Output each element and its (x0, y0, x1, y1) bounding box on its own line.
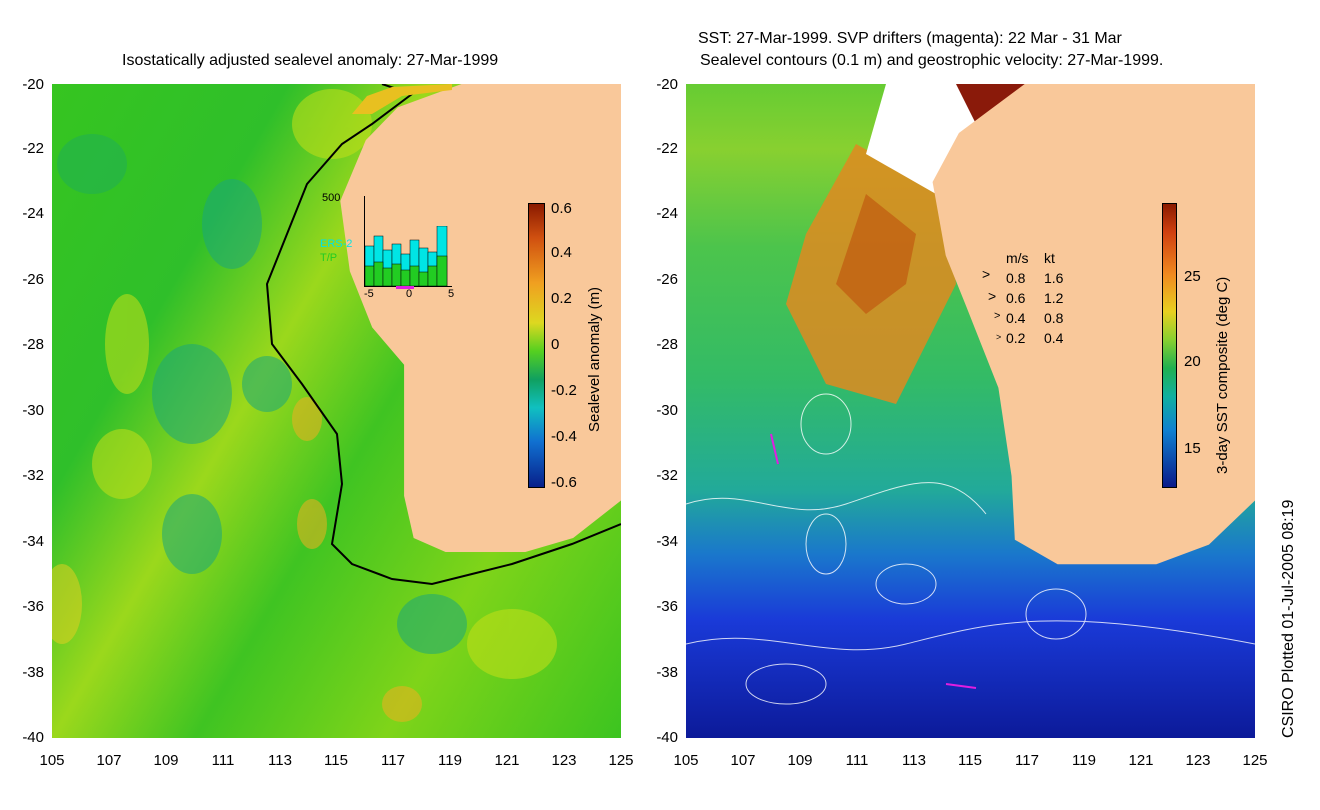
y-tick: -28 (22, 336, 44, 353)
left-map-title: Isostatically adjusted sealevel anomaly:… (122, 52, 499, 69)
sealevel-colorbar-tick: 0.4 (551, 244, 572, 261)
right-map-title-line1: SST: 27-Mar-1999. SVP drifters (magenta)… (698, 30, 1122, 47)
y-tick: -34 (656, 533, 678, 550)
y-tick: -32 (656, 467, 678, 484)
velocity-legend-ms: 0.2 (1006, 330, 1026, 346)
y-tick: -24 (656, 205, 678, 222)
y-tick: -26 (656, 271, 678, 288)
sealevel-colorbar-tick: 0 (551, 336, 560, 353)
arrow-icon: > (982, 266, 991, 282)
sealevel-colorbar (528, 203, 545, 488)
inset-tp-label: T/P (320, 252, 338, 264)
velocity-legend-kt: 0.4 (1044, 330, 1064, 346)
velocity-legend: m/s kt > 0.8 1.6 > 0.6 1.2 > 0.4 0.8 > 0… (982, 250, 1092, 350)
sealevel-colorbar-tick: -0.6 (551, 474, 577, 491)
x-tick: 113 (268, 752, 292, 769)
sealevel-anomaly-map (52, 84, 621, 738)
inset-xtick: 0 (406, 288, 413, 300)
sst-map (686, 84, 1255, 738)
sst-colorbar-tick: 15 (1184, 440, 1201, 457)
x-tick: 117 (1015, 752, 1039, 769)
y-tick: -36 (22, 598, 44, 615)
sst-colorbar-label: 3-day SST composite (deg C) (1214, 276, 1231, 474)
x-tick: 115 (958, 752, 982, 769)
velocity-legend-ms: 0.4 (1006, 310, 1026, 326)
inset-ers2-label: ERS-2 (320, 238, 353, 250)
y-tick: -22 (22, 140, 44, 157)
arrow-icon: > (996, 332, 1002, 342)
y-tick: -40 (22, 729, 44, 746)
x-tick: 113 (902, 752, 926, 769)
y-tick: -20 (22, 76, 44, 93)
y-tick: -32 (22, 467, 44, 484)
x-tick: 107 (96, 752, 122, 769)
x-tick: 121 (1128, 752, 1154, 769)
x-tick: 117 (381, 752, 405, 769)
velocity-legend-kt: 1.6 (1044, 270, 1064, 286)
x-tick: 109 (153, 752, 179, 769)
x-tick: 109 (787, 752, 813, 769)
y-tick: -38 (656, 664, 678, 681)
x-tick: 125 (608, 752, 634, 769)
y-tick: -30 (22, 402, 44, 419)
arrow-icon: > (994, 310, 1001, 322)
y-tick: -26 (22, 271, 44, 288)
x-tick: 123 (1185, 752, 1211, 769)
y-tick: -40 (656, 729, 678, 746)
sealevel-colorbar-tick: -0.4 (551, 428, 577, 445)
x-tick: 125 (1242, 752, 1268, 769)
data-count-inset: 500 ERS-2 T/P -5 0 5 (318, 190, 458, 310)
y-tick: -28 (656, 336, 678, 353)
y-tick: -36 (656, 598, 678, 615)
x-tick: 111 (845, 752, 869, 769)
y-tick: -22 (656, 140, 678, 157)
y-tick: -34 (22, 533, 44, 550)
y-tick: -30 (656, 402, 678, 419)
velocity-legend-ms: 0.6 (1006, 290, 1026, 306)
velocity-legend-header-ms: m/s (1006, 250, 1029, 266)
y-tick: -24 (22, 205, 44, 222)
x-tick: 123 (551, 752, 577, 769)
inset-xtick: 5 (448, 288, 455, 300)
x-tick: 105 (673, 752, 699, 769)
plot-credit: CSIRO Plotted 01-Jul-2005 08:19 (1280, 499, 1297, 738)
x-tick: 105 (39, 752, 65, 769)
y-tick: -20 (656, 76, 678, 93)
sealevel-colorbar-tick: -0.2 (551, 382, 577, 399)
sealevel-colorbar-label: Sealevel anomaly (m) (586, 286, 603, 432)
arrow-icon: > (988, 288, 997, 304)
velocity-legend-ms: 0.8 (1006, 270, 1026, 286)
x-tick: 119 (438, 752, 462, 769)
x-tick: 115 (324, 752, 348, 769)
x-tick: 119 (1072, 752, 1096, 769)
x-tick: 107 (730, 752, 756, 769)
inset-ymax-label: 500 (322, 192, 341, 204)
sst-colorbar (1162, 203, 1177, 488)
sealevel-colorbar-tick: 0.6 (551, 200, 572, 217)
sst-colorbar-tick: 20 (1184, 353, 1201, 370)
sst-colorbar-tick: 25 (1184, 268, 1201, 285)
velocity-legend-kt: 0.8 (1044, 310, 1064, 326)
velocity-legend-kt: 1.2 (1044, 290, 1064, 306)
x-tick: 121 (494, 752, 520, 769)
inset-xtick: -5 (364, 288, 374, 300)
velocity-legend-header-kt: kt (1044, 250, 1055, 266)
right-map-title-line2: Sealevel contours (0.1 m) and geostrophi… (700, 52, 1164, 69)
x-tick: 111 (211, 752, 235, 769)
y-tick: -38 (22, 664, 44, 681)
sealevel-colorbar-tick: 0.2 (551, 290, 572, 307)
